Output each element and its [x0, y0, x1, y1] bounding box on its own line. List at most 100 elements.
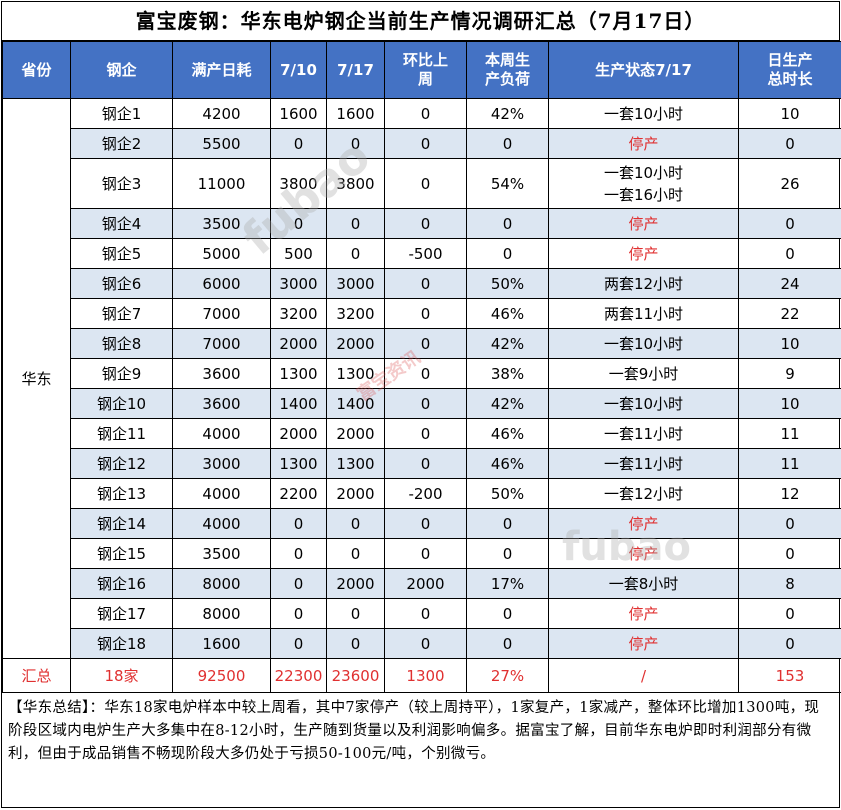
load-cell: 0 — [467, 509, 549, 539]
hours-cell: 24 — [739, 269, 841, 299]
company-cell: 钢企1 — [71, 99, 173, 129]
hours-cell: 10 — [739, 99, 841, 129]
date-0710-cell: 0 — [271, 629, 327, 659]
header-status: 生产状态7/17 — [549, 42, 739, 99]
status-line: 一套11小时 — [549, 453, 738, 475]
company-cell: 钢企10 — [71, 389, 173, 419]
hours-cell: 0 — [739, 209, 841, 239]
total-load: 27% — [467, 659, 549, 693]
status-line: 一套10小时 — [549, 162, 738, 184]
status-cell: 一套11小时 — [549, 449, 739, 479]
status-cell: 一套12小时 — [549, 479, 739, 509]
company-cell: 钢企14 — [71, 509, 173, 539]
company-cell: 钢企5 — [71, 239, 173, 269]
full-capacity-cell: 7000 — [173, 329, 271, 359]
header-date-0710: 7/10 — [271, 42, 327, 99]
header-wow-line1: 环比上 — [385, 51, 466, 70]
header-row: 省份 钢企 满产日耗 7/10 7/17 环比上周 本周生产负荷 生产状态7/1… — [3, 42, 841, 99]
status-cell: 一套10小时 — [549, 329, 739, 359]
status-cell: 两套11小时 — [549, 299, 739, 329]
company-cell: 钢企13 — [71, 479, 173, 509]
load-cell: 50% — [467, 269, 549, 299]
full-capacity-cell: 8000 — [173, 569, 271, 599]
date-0717-cell: 2000 — [327, 419, 385, 449]
status-line: 停产 — [549, 603, 738, 625]
load-cell: 42% — [467, 389, 549, 419]
hours-cell: 10 — [739, 389, 841, 419]
status-line: 停产 — [549, 133, 738, 155]
full-capacity-cell: 7000 — [173, 299, 271, 329]
load-cell: 0 — [467, 599, 549, 629]
date-0710-cell: 1400 — [271, 389, 327, 419]
province-cell: 华东 — [3, 99, 71, 659]
load-cell: 0 — [467, 629, 549, 659]
status-cell: 两套12小时 — [549, 269, 739, 299]
date-0717-cell: 1600 — [327, 99, 385, 129]
total-row: 汇总 18家 92500 22300 23600 1300 27% / 153 — [3, 659, 841, 693]
total-hours: 153 — [739, 659, 841, 693]
date-0717-cell: 0 — [327, 629, 385, 659]
full-capacity-cell: 8000 — [173, 599, 271, 629]
date-0710-cell: 2000 — [271, 419, 327, 449]
wow-cell: 0 — [385, 509, 467, 539]
total-status: / — [549, 659, 739, 693]
load-cell: 0 — [467, 129, 549, 159]
hours-cell: 12 — [739, 479, 841, 509]
total-full-capacity: 92500 — [173, 659, 271, 693]
full-capacity-cell: 11000 — [173, 159, 271, 209]
full-capacity-cell: 3000 — [173, 449, 271, 479]
status-line: 两套11小时 — [549, 303, 738, 325]
wow-cell: 0 — [385, 359, 467, 389]
status-cell: 停产 — [549, 129, 739, 159]
wow-cell: 0 — [385, 539, 467, 569]
company-cell: 钢企15 — [71, 539, 173, 569]
load-cell: 46% — [467, 419, 549, 449]
date-0710-cell: 3800 — [271, 159, 327, 209]
load-cell: 0 — [467, 239, 549, 269]
date-0710-cell: 0 — [271, 129, 327, 159]
date-0710-cell: 500 — [271, 239, 327, 269]
date-0717-cell: 0 — [327, 509, 385, 539]
header-hours: 日生产总时长 — [739, 42, 841, 99]
status-cell: 停产 — [549, 209, 739, 239]
hours-cell: 0 — [739, 509, 841, 539]
status-line: 停产 — [549, 633, 738, 655]
date-0710-cell: 2000 — [271, 329, 327, 359]
hours-cell: 0 — [739, 629, 841, 659]
date-0717-cell: 3200 — [327, 299, 385, 329]
hours-cell: 11 — [739, 419, 841, 449]
date-0717-cell: 0 — [327, 599, 385, 629]
date-0710-cell: 3200 — [271, 299, 327, 329]
total-label: 汇总 — [3, 659, 71, 693]
date-0717-cell: 0 — [327, 209, 385, 239]
date-0717-cell: 2000 — [327, 479, 385, 509]
company-cell: 钢企2 — [71, 129, 173, 159]
header-full-capacity: 满产日耗 — [173, 42, 271, 99]
company-cell: 钢企3 — [71, 159, 173, 209]
hours-cell: 0 — [739, 239, 841, 269]
total-0717: 23600 — [327, 659, 385, 693]
header-company: 钢企 — [71, 42, 173, 99]
date-0710-cell: 0 — [271, 569, 327, 599]
company-cell: 钢企6 — [71, 269, 173, 299]
status-cell: 一套8小时 — [549, 569, 739, 599]
status-line: 停产 — [549, 513, 738, 535]
wow-cell: 0 — [385, 599, 467, 629]
wow-cell: -200 — [385, 479, 467, 509]
full-capacity-cell: 3600 — [173, 389, 271, 419]
date-0717-cell: 1400 — [327, 389, 385, 419]
company-cell: 钢企7 — [71, 299, 173, 329]
status-cell: 一套9小时 — [549, 359, 739, 389]
full-capacity-cell: 3500 — [173, 209, 271, 239]
status-line: 一套10小时 — [549, 393, 738, 415]
